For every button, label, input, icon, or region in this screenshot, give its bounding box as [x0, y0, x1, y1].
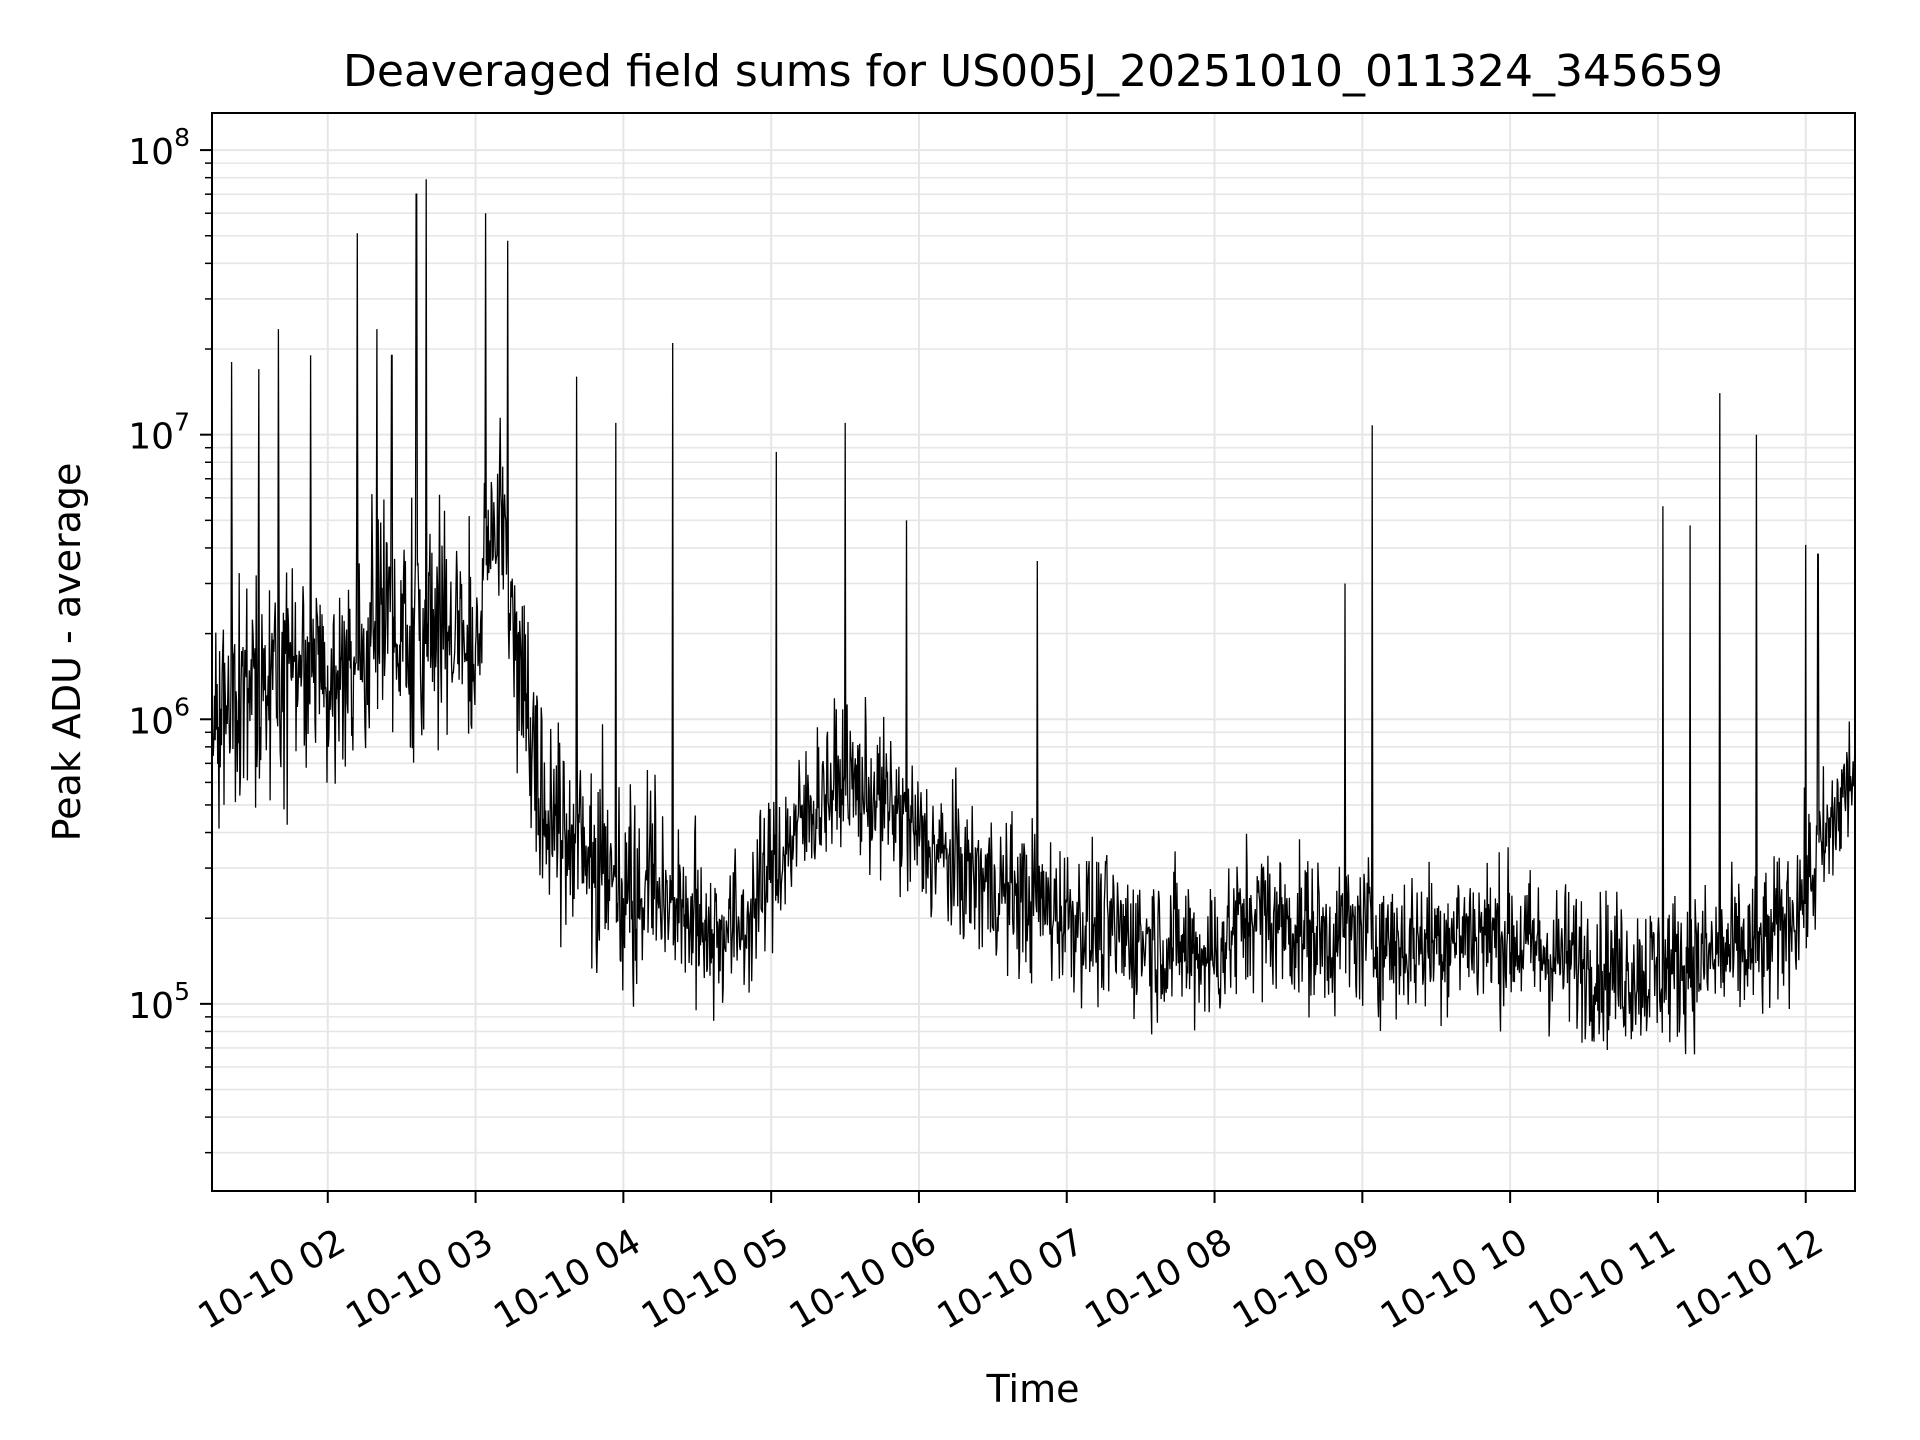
- x-axis-label: Time: [986, 1367, 1080, 1411]
- plot-frame: [211, 112, 1856, 1192]
- series-line: [212, 179, 1855, 1055]
- y-tick-label: 107: [128, 408, 190, 458]
- y-tick-label: 108: [128, 123, 190, 173]
- y-axis-label: Peak ADU - average: [45, 463, 89, 842]
- grid-lines: [212, 113, 1855, 1191]
- chart-title: Deaveraged field sums for US005J_2025101…: [343, 46, 1723, 97]
- y-tick-label: 105: [128, 977, 190, 1027]
- y-axis: 105 106 107 108: [128, 123, 212, 1154]
- y-tick-label: 106: [128, 692, 190, 742]
- data-series: [212, 179, 1855, 1055]
